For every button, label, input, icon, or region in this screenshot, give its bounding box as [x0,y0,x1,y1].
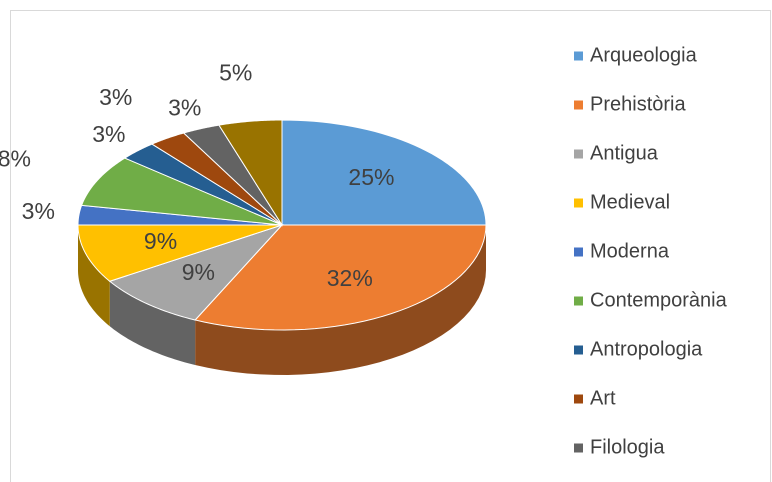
slice [77,224,283,282]
legend-label: Antigua [590,142,659,164]
legend-label: Medieval [590,191,670,213]
data-label: 25% [348,164,394,190]
legend-label: Arqueologia [590,44,698,66]
slice [150,132,283,226]
data-label: 9% [182,259,215,285]
legend-label: Contemporània [590,289,728,311]
legend-swatch [574,51,583,61]
data-label: 3% [22,198,55,224]
data-label: 32% [327,265,373,291]
legend-swatch [574,247,583,257]
slice [123,143,283,226]
data-label: 3% [92,121,125,147]
data-label: 9% [144,228,177,254]
legend-swatch [574,345,583,355]
legend-label: Filologia [590,436,665,458]
data-label: 3% [99,84,132,110]
legend-swatch [574,443,583,453]
data-label: 5% [219,60,252,86]
slice-side [78,225,110,327]
legend-label: Antropologia [590,338,703,360]
slice [194,224,487,331]
legend-swatch [574,149,583,159]
legend-swatch [574,198,583,208]
legend-label: Prehistòria [590,93,686,115]
slice [218,119,283,227]
data-label: 8% [0,145,31,171]
slice-side [195,225,486,375]
slice-side [109,281,196,366]
slice [108,223,284,321]
legend-swatch [574,296,583,306]
slice [80,157,283,226]
legend-label: Moderna [590,240,670,262]
legend-swatch [574,394,583,404]
slice [182,124,283,226]
slice [281,119,487,226]
data-label: 3% [168,94,201,120]
legend-swatch [574,100,583,110]
legend-label: Art [590,387,616,409]
